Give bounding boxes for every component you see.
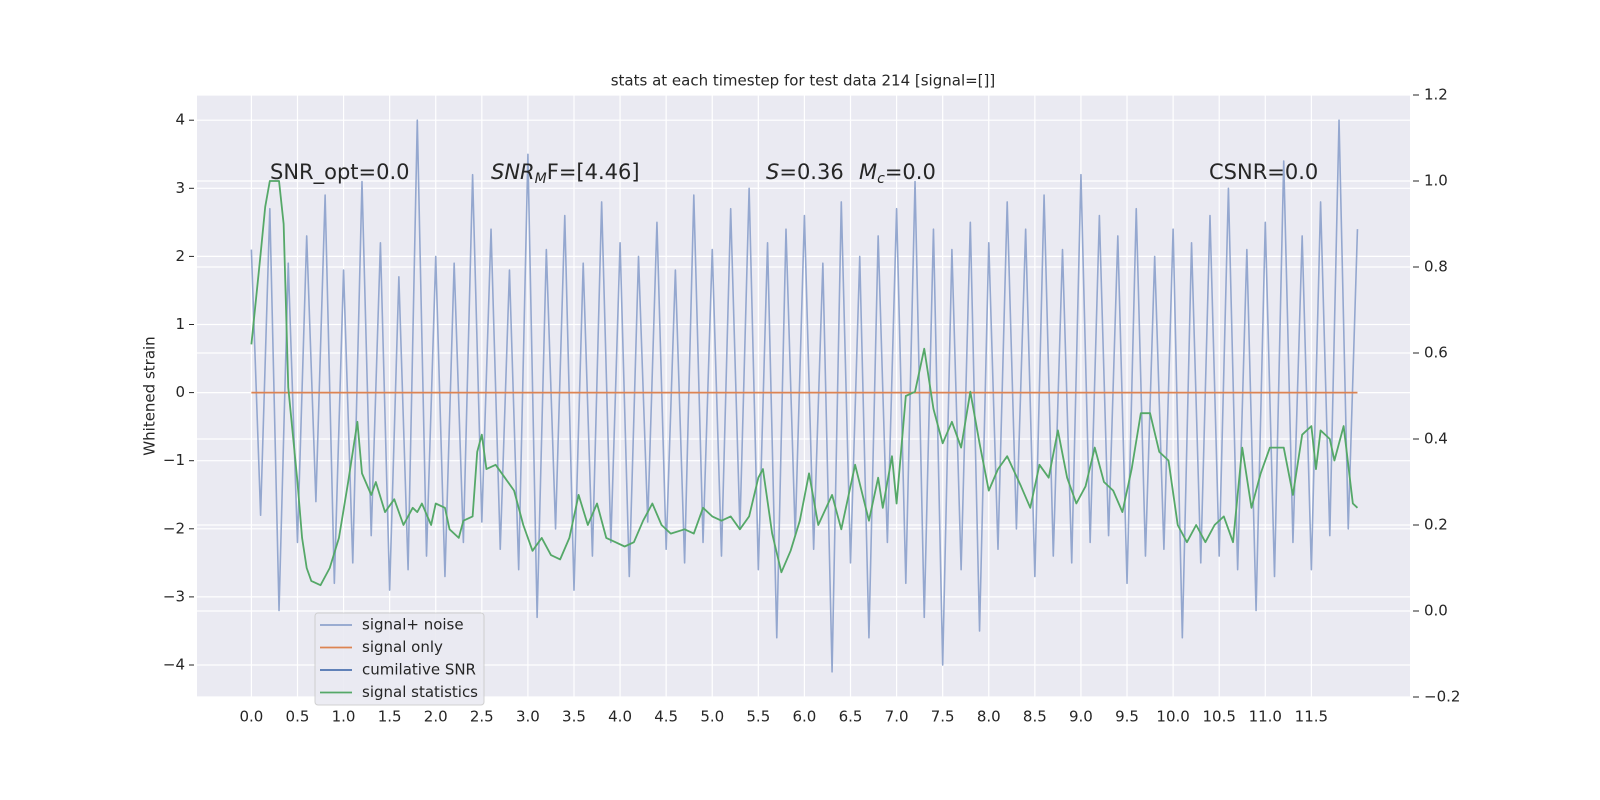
y-tick-label: −4 xyxy=(163,655,185,673)
annotations: SNR_opt=0.0 SNRMF=[4.46] S=0.36 Mc=0.0 CSNR=… xyxy=(270,160,1318,187)
annotation-text: CSNR=0.0 xyxy=(1209,160,1318,184)
y2-tick-label: 0.0 xyxy=(1424,602,1448,620)
x-tick-label: 9.5 xyxy=(1115,708,1139,726)
x-tick-label: 11.0 xyxy=(1249,708,1282,726)
y-tick-label: −1 xyxy=(163,451,185,469)
annotation: Mc=0.0 xyxy=(859,160,936,187)
y-tick-label: 3 xyxy=(175,179,185,197)
legend-box xyxy=(314,612,485,706)
x-tick-label: 8.5 xyxy=(1023,708,1047,726)
x-tick-label: 6.0 xyxy=(792,708,816,726)
annotation-suffix: =0.0 xyxy=(885,160,936,184)
legend-label: signal statistics xyxy=(362,683,478,701)
y2-tick-label: 0.4 xyxy=(1424,430,1448,448)
x-tick-label: 9.0 xyxy=(1069,708,1093,726)
y-tick-label: 4 xyxy=(175,111,185,129)
annotation-text: SNR_opt=0.0 xyxy=(270,160,410,185)
x-tick-label: 0.0 xyxy=(239,708,263,726)
y-tick-label: 2 xyxy=(175,247,185,265)
series-line xyxy=(250,180,1359,587)
annotation-subscript: M xyxy=(535,171,547,187)
annotation-text: SNR xyxy=(491,160,535,184)
x-tick-label: 2.5 xyxy=(470,708,494,726)
y-tick-label: 1 xyxy=(175,315,185,333)
x-tick-label: 1.5 xyxy=(378,708,402,726)
y-tick-label: −2 xyxy=(163,519,185,537)
y2-tick-label: 1.2 xyxy=(1424,86,1448,104)
x-tick-label: 8.0 xyxy=(977,708,1001,726)
legend: signal+ noise signal only cumilative SNR si… xyxy=(314,612,485,706)
x-tick-label: 0.5 xyxy=(286,708,310,726)
annotation-text: S xyxy=(766,160,779,184)
marks xyxy=(250,119,1359,673)
x-tick-label: 4.5 xyxy=(654,708,678,726)
annotation-suffix: =0.36 xyxy=(779,160,843,184)
legend-label: signal only xyxy=(362,638,443,656)
y-tick-label: 0 xyxy=(175,383,185,401)
annotation-suffix: F=[4.46] xyxy=(547,160,640,184)
legend-label: cumilative SNR xyxy=(362,661,476,679)
x-tick-label: 1.0 xyxy=(332,708,356,726)
series-line xyxy=(250,119,1359,673)
annotation: SNR_opt=0.0 xyxy=(270,160,410,185)
x-tick-label: 5.5 xyxy=(746,708,770,726)
x-tick-label: 11.5 xyxy=(1295,708,1328,726)
chart-title: stats at each timestep for test data 214… xyxy=(611,72,996,90)
annotation-subscript: c xyxy=(877,171,885,187)
x-tick-label: 5.0 xyxy=(700,708,724,726)
x-tick-label: 7.0 xyxy=(885,708,909,726)
y2-tick-label: 0.8 xyxy=(1424,258,1448,276)
x-tick-label: 4.0 xyxy=(608,708,632,726)
y2-tick-label: 1.0 xyxy=(1424,172,1448,190)
x-tick-label: 3.5 xyxy=(562,708,586,726)
y2-tick-label: 0.2 xyxy=(1424,516,1448,534)
y2-tick-label: 0.6 xyxy=(1424,344,1448,362)
annotation: S=0.36 xyxy=(766,160,844,184)
plot-area xyxy=(197,95,1410,697)
y-tick-label: −3 xyxy=(163,587,185,605)
x-tick-label: 6.5 xyxy=(839,708,863,726)
x-tick-label: 10.5 xyxy=(1202,708,1235,726)
annotation: CSNR=0.0 xyxy=(1209,160,1318,184)
y-axis-label: Whitened strain xyxy=(141,336,159,455)
x-tick-label: 3.0 xyxy=(516,708,540,726)
annotation: SNRMF=[4.46] xyxy=(491,160,640,187)
y2-tick-label: −0.2 xyxy=(1424,688,1460,706)
x-tick-label: 2.0 xyxy=(424,708,448,726)
x-tick-label: 7.5 xyxy=(931,708,955,726)
legend-label: signal+ noise xyxy=(362,616,464,634)
annotation-text: M xyxy=(859,160,877,184)
x-tick-label: 10.0 xyxy=(1156,708,1189,726)
